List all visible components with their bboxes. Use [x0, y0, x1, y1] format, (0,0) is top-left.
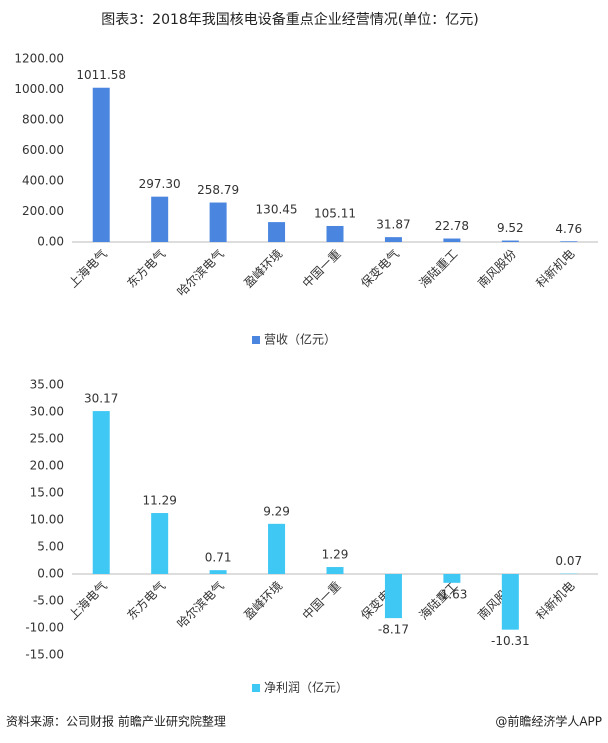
y-tick-label: 20.00: [30, 459, 64, 473]
x-tick-label: 中国一重: [299, 578, 344, 623]
bar: [151, 513, 169, 574]
bar: [268, 222, 286, 242]
legend-swatch: [252, 336, 260, 344]
credit: @前瞻经济学人APP: [495, 714, 602, 729]
x-tick-label: 东方电气: [124, 578, 169, 623]
value-label: -1.63: [436, 587, 467, 601]
y-tick-label: -5.00: [33, 594, 64, 608]
value-label: -10.31: [491, 634, 530, 648]
value-label: -8.17: [378, 623, 409, 637]
x-tick-label: 盈峰环境: [241, 578, 286, 623]
y-tick-label: 5.00: [37, 540, 64, 554]
x-tick-label: 盈峰环境: [241, 246, 286, 291]
x-tick-label: 哈尔滨电气: [174, 246, 227, 299]
bar: [151, 196, 169, 242]
y-tick-label: 30.00: [30, 405, 64, 419]
x-tick-label: 科新机电: [533, 246, 578, 291]
y-tick-label: -10.00: [25, 621, 64, 635]
y-tick-label: 0.00: [37, 235, 64, 249]
y-tick-label: 1000.00: [14, 82, 64, 96]
legend-label: 营收（亿元）: [264, 332, 336, 347]
y-tick-label: 800.00: [22, 113, 64, 127]
bar: [92, 411, 110, 574]
y-tick-label: 15.00: [30, 486, 64, 500]
value-label: 4.76: [555, 222, 582, 236]
bar: [209, 202, 227, 242]
value-label: 22.78: [435, 219, 469, 233]
bar: [560, 241, 578, 242]
source-note: 资料来源：公司财报 前瞻产业研究院整理: [6, 714, 226, 729]
figure-title: 图表3：2018年我国核电设备重点企业经营情况(单位：亿元): [101, 11, 478, 28]
x-tick-label: 上海电气: [65, 246, 110, 291]
value-label: 11.29: [142, 494, 176, 508]
y-tick-label: 1200.00: [14, 52, 64, 66]
value-label: 9.52: [497, 221, 524, 235]
bar: [501, 574, 519, 630]
value-label: 0.71: [205, 551, 232, 565]
bar: [268, 523, 286, 574]
bar: [443, 238, 461, 242]
value-label: 0.07: [555, 554, 582, 568]
y-tick-label: 10.00: [30, 513, 64, 527]
x-tick-label: 科新机电: [533, 578, 578, 623]
value-label: 9.29: [263, 504, 290, 518]
x-tick-label: 海陆重工: [416, 246, 461, 291]
bar: [384, 237, 402, 242]
bar: [501, 240, 519, 242]
value-label: 1.29: [322, 548, 349, 562]
x-tick-label: 南风股份: [474, 246, 519, 291]
value-label: 31.87: [376, 218, 410, 232]
value-label: 105.11: [314, 206, 356, 220]
bar: [92, 87, 110, 243]
legend-swatch: [252, 684, 260, 692]
x-tick-label: 保变电气: [357, 246, 402, 291]
value-label: 297.30: [139, 177, 181, 191]
y-tick-label: 25.00: [30, 432, 64, 446]
value-label: 1011.58: [76, 68, 126, 82]
y-tick-label: 0.00: [37, 567, 64, 581]
y-tick-label: 600.00: [22, 143, 64, 157]
value-label: 130.45: [256, 203, 298, 217]
y-tick-label: -15.00: [25, 648, 64, 662]
y-tick-label: 35.00: [30, 378, 64, 392]
bar: [326, 225, 344, 242]
legend-label: 净利润（亿元）: [264, 680, 348, 695]
y-tick-label: 200.00: [22, 204, 64, 218]
bar: [443, 574, 461, 583]
x-tick-label: 东方电气: [124, 246, 169, 291]
bar: [384, 574, 402, 619]
y-tick-label: 400.00: [22, 174, 64, 188]
bar: [209, 570, 227, 574]
x-tick-label: 中国一重: [299, 246, 344, 291]
bar: [326, 567, 344, 574]
value-label: 30.17: [84, 392, 118, 406]
value-label: 258.79: [197, 183, 239, 197]
x-tick-label: 上海电气: [65, 578, 110, 623]
x-tick-label: 哈尔滨电气: [174, 578, 227, 631]
